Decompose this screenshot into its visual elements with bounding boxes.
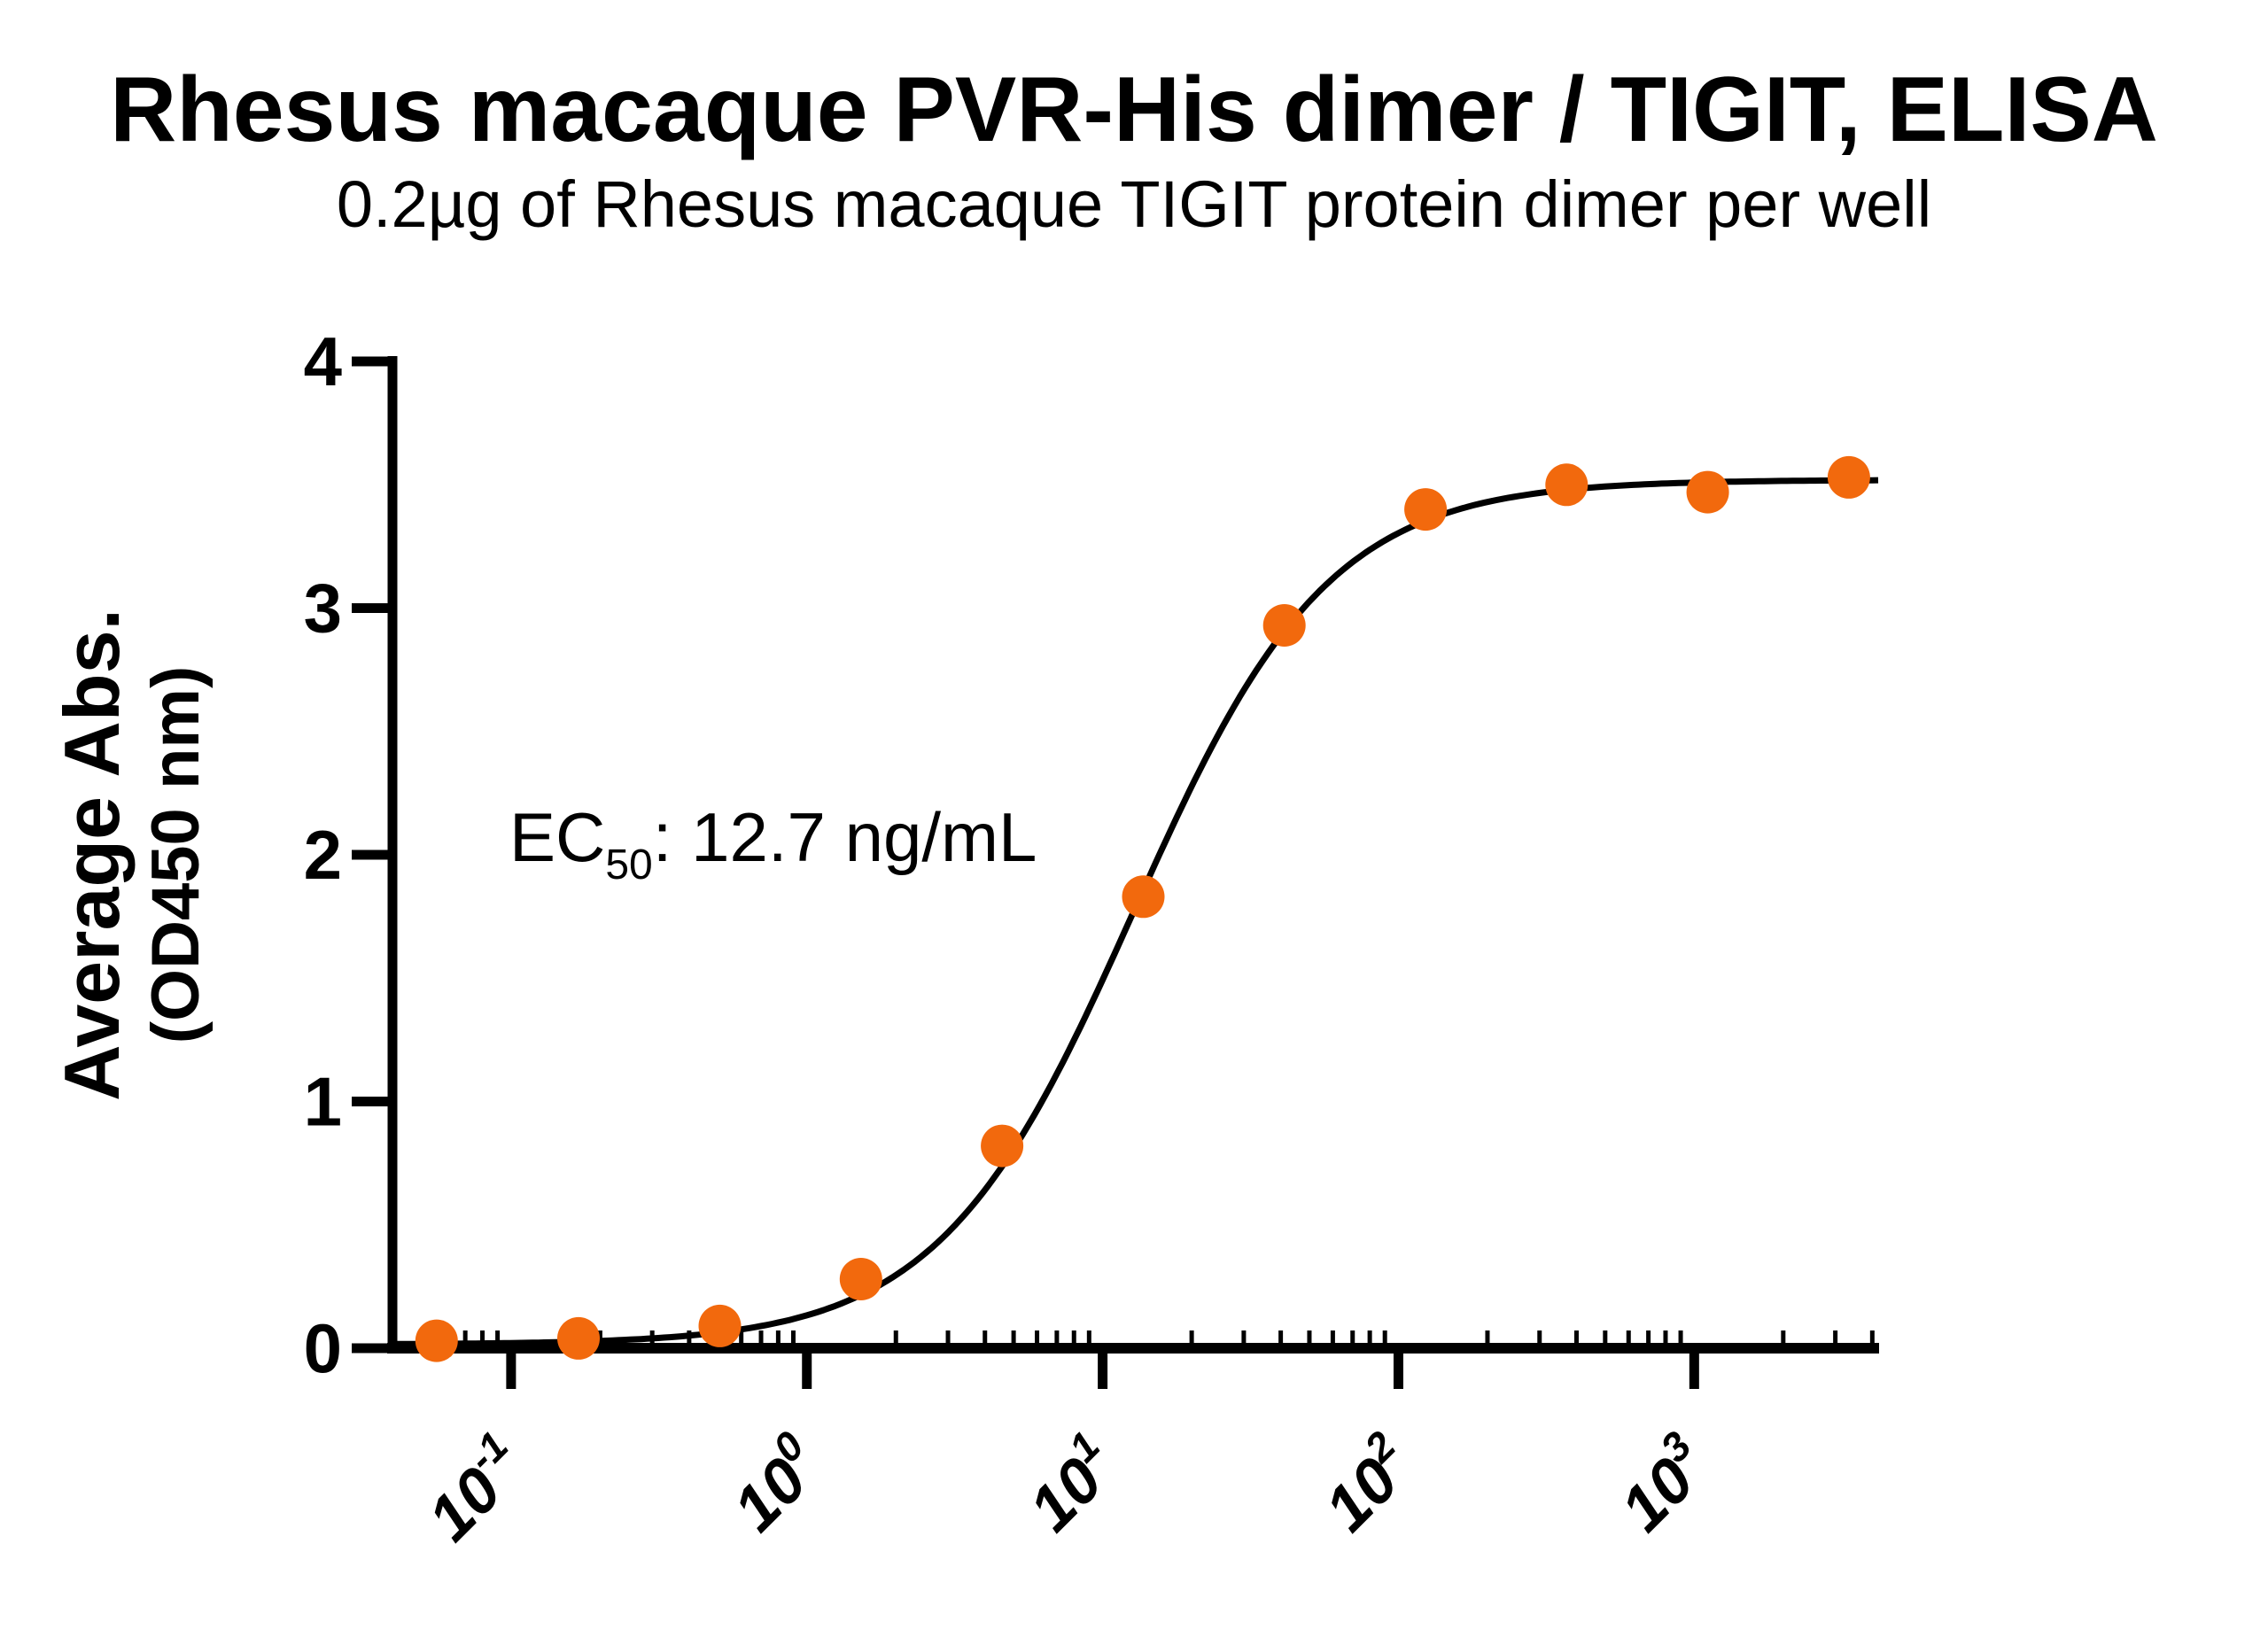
data-point-marker [698, 1304, 742, 1347]
data-point-marker [1545, 463, 1588, 507]
major-ticks [352, 356, 1699, 1389]
ec50-annotation: EC50: 12.7 ng/mL [509, 797, 1037, 887]
data-point-marker [1262, 604, 1306, 647]
chart-title: Rhesus macaque PVR-His dimer / TIGIT, EL… [110, 58, 2158, 161]
y-tick-label: 3 [304, 570, 342, 648]
data-point-marker [1827, 455, 1870, 499]
data-point-marker [415, 1319, 458, 1362]
data-point-marker [839, 1258, 882, 1300]
ec50-annotation-prefix: EC [509, 798, 606, 876]
ec50-annotation-subscript: 50 [605, 842, 653, 888]
chart-subtitle: 0.2µg of Rhesus macaque TIGIT protein di… [336, 167, 1932, 241]
x-axis-minor-ticks [419, 1330, 1875, 1345]
data-point-marker [981, 1124, 1024, 1167]
ec50-annotation-value: : 12.7 ng/mL [652, 798, 1037, 876]
data-point-marker [1122, 875, 1165, 919]
y-tick-label: 4 [304, 322, 342, 400]
axes [387, 356, 1879, 1354]
data-point-marker [1404, 488, 1448, 531]
tick-labels: 0 1 2 3 4 10-1 100 101 102 103 [304, 322, 1724, 1555]
data-points [415, 455, 1870, 1362]
y-tick-label: 2 [304, 816, 342, 894]
y-tick-label: 0 [304, 1309, 342, 1387]
y-tick-label: 1 [304, 1063, 342, 1141]
data-point-marker [1686, 470, 1729, 514]
data-point-marker [557, 1316, 600, 1360]
x-tick-label: 101 [1010, 1423, 1132, 1545]
x-tick-label: 103 [1601, 1422, 1724, 1545]
x-tick-label: 100 [714, 1422, 837, 1545]
x-tick-label: 102 [1305, 1422, 1428, 1545]
x-tick-label: 10-1 [408, 1423, 540, 1555]
